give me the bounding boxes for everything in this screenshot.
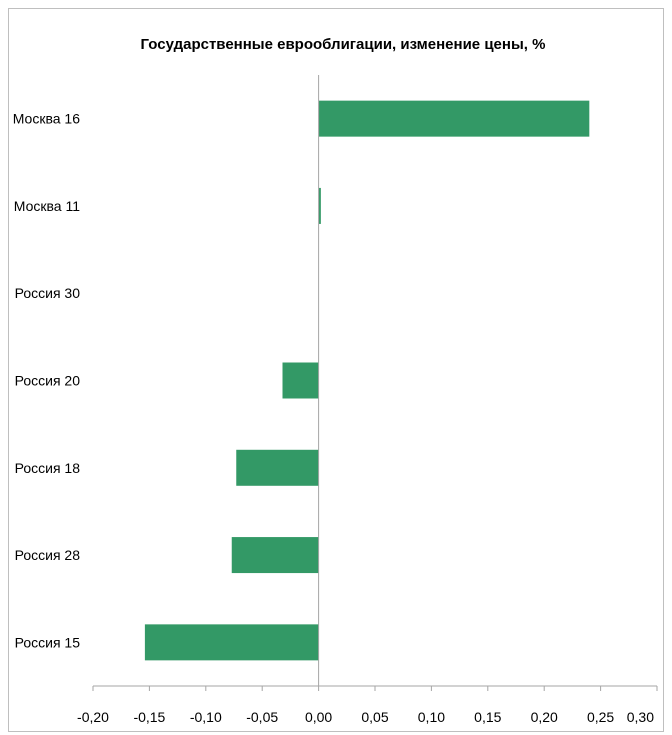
category-label: Россия 18 [15,460,81,476]
bar-4 [236,449,319,486]
x-tick-label: 0,10 [418,709,445,725]
x-tick-label: -0,05 [246,709,278,725]
category-label: Россия 28 [15,547,81,563]
x-axis: -0,20 -0,15 -0,10 -0,05 0,00 0,05 0,10 0,15 0,20… [77,685,658,725]
bar-5 [231,537,319,574]
x-tick-label: 0,05 [361,709,388,725]
category-label: Москва 11 [14,198,80,214]
category-label: Россия 15 [15,634,81,650]
x-tick-label: 0,20 [531,709,558,725]
x-tick-label: 0,30 [627,709,654,725]
category-label: Россия 20 [15,373,81,389]
bar-6 [144,624,319,661]
bar-3 [282,362,319,399]
x-tick-label: 0,00 [305,709,332,725]
category-label: Москва 16 [13,111,80,127]
category-label: Россия 30 [15,285,81,301]
x-tick-label: -0,20 [77,709,109,725]
x-tick-label: -0,10 [190,709,222,725]
bar-0 [318,100,590,137]
x-tick-label: 0,25 [587,709,614,725]
x-tick-label: -0,15 [133,709,165,725]
bar-1 [318,187,321,224]
chart-title: Государственные еврооблигации, изменение… [141,36,546,53]
x-tick-label: 0,15 [474,709,501,725]
bars-group [144,100,590,661]
category-labels: Москва 16 Москва 11 Россия 30 Россия 20 Росс… [13,111,80,651]
